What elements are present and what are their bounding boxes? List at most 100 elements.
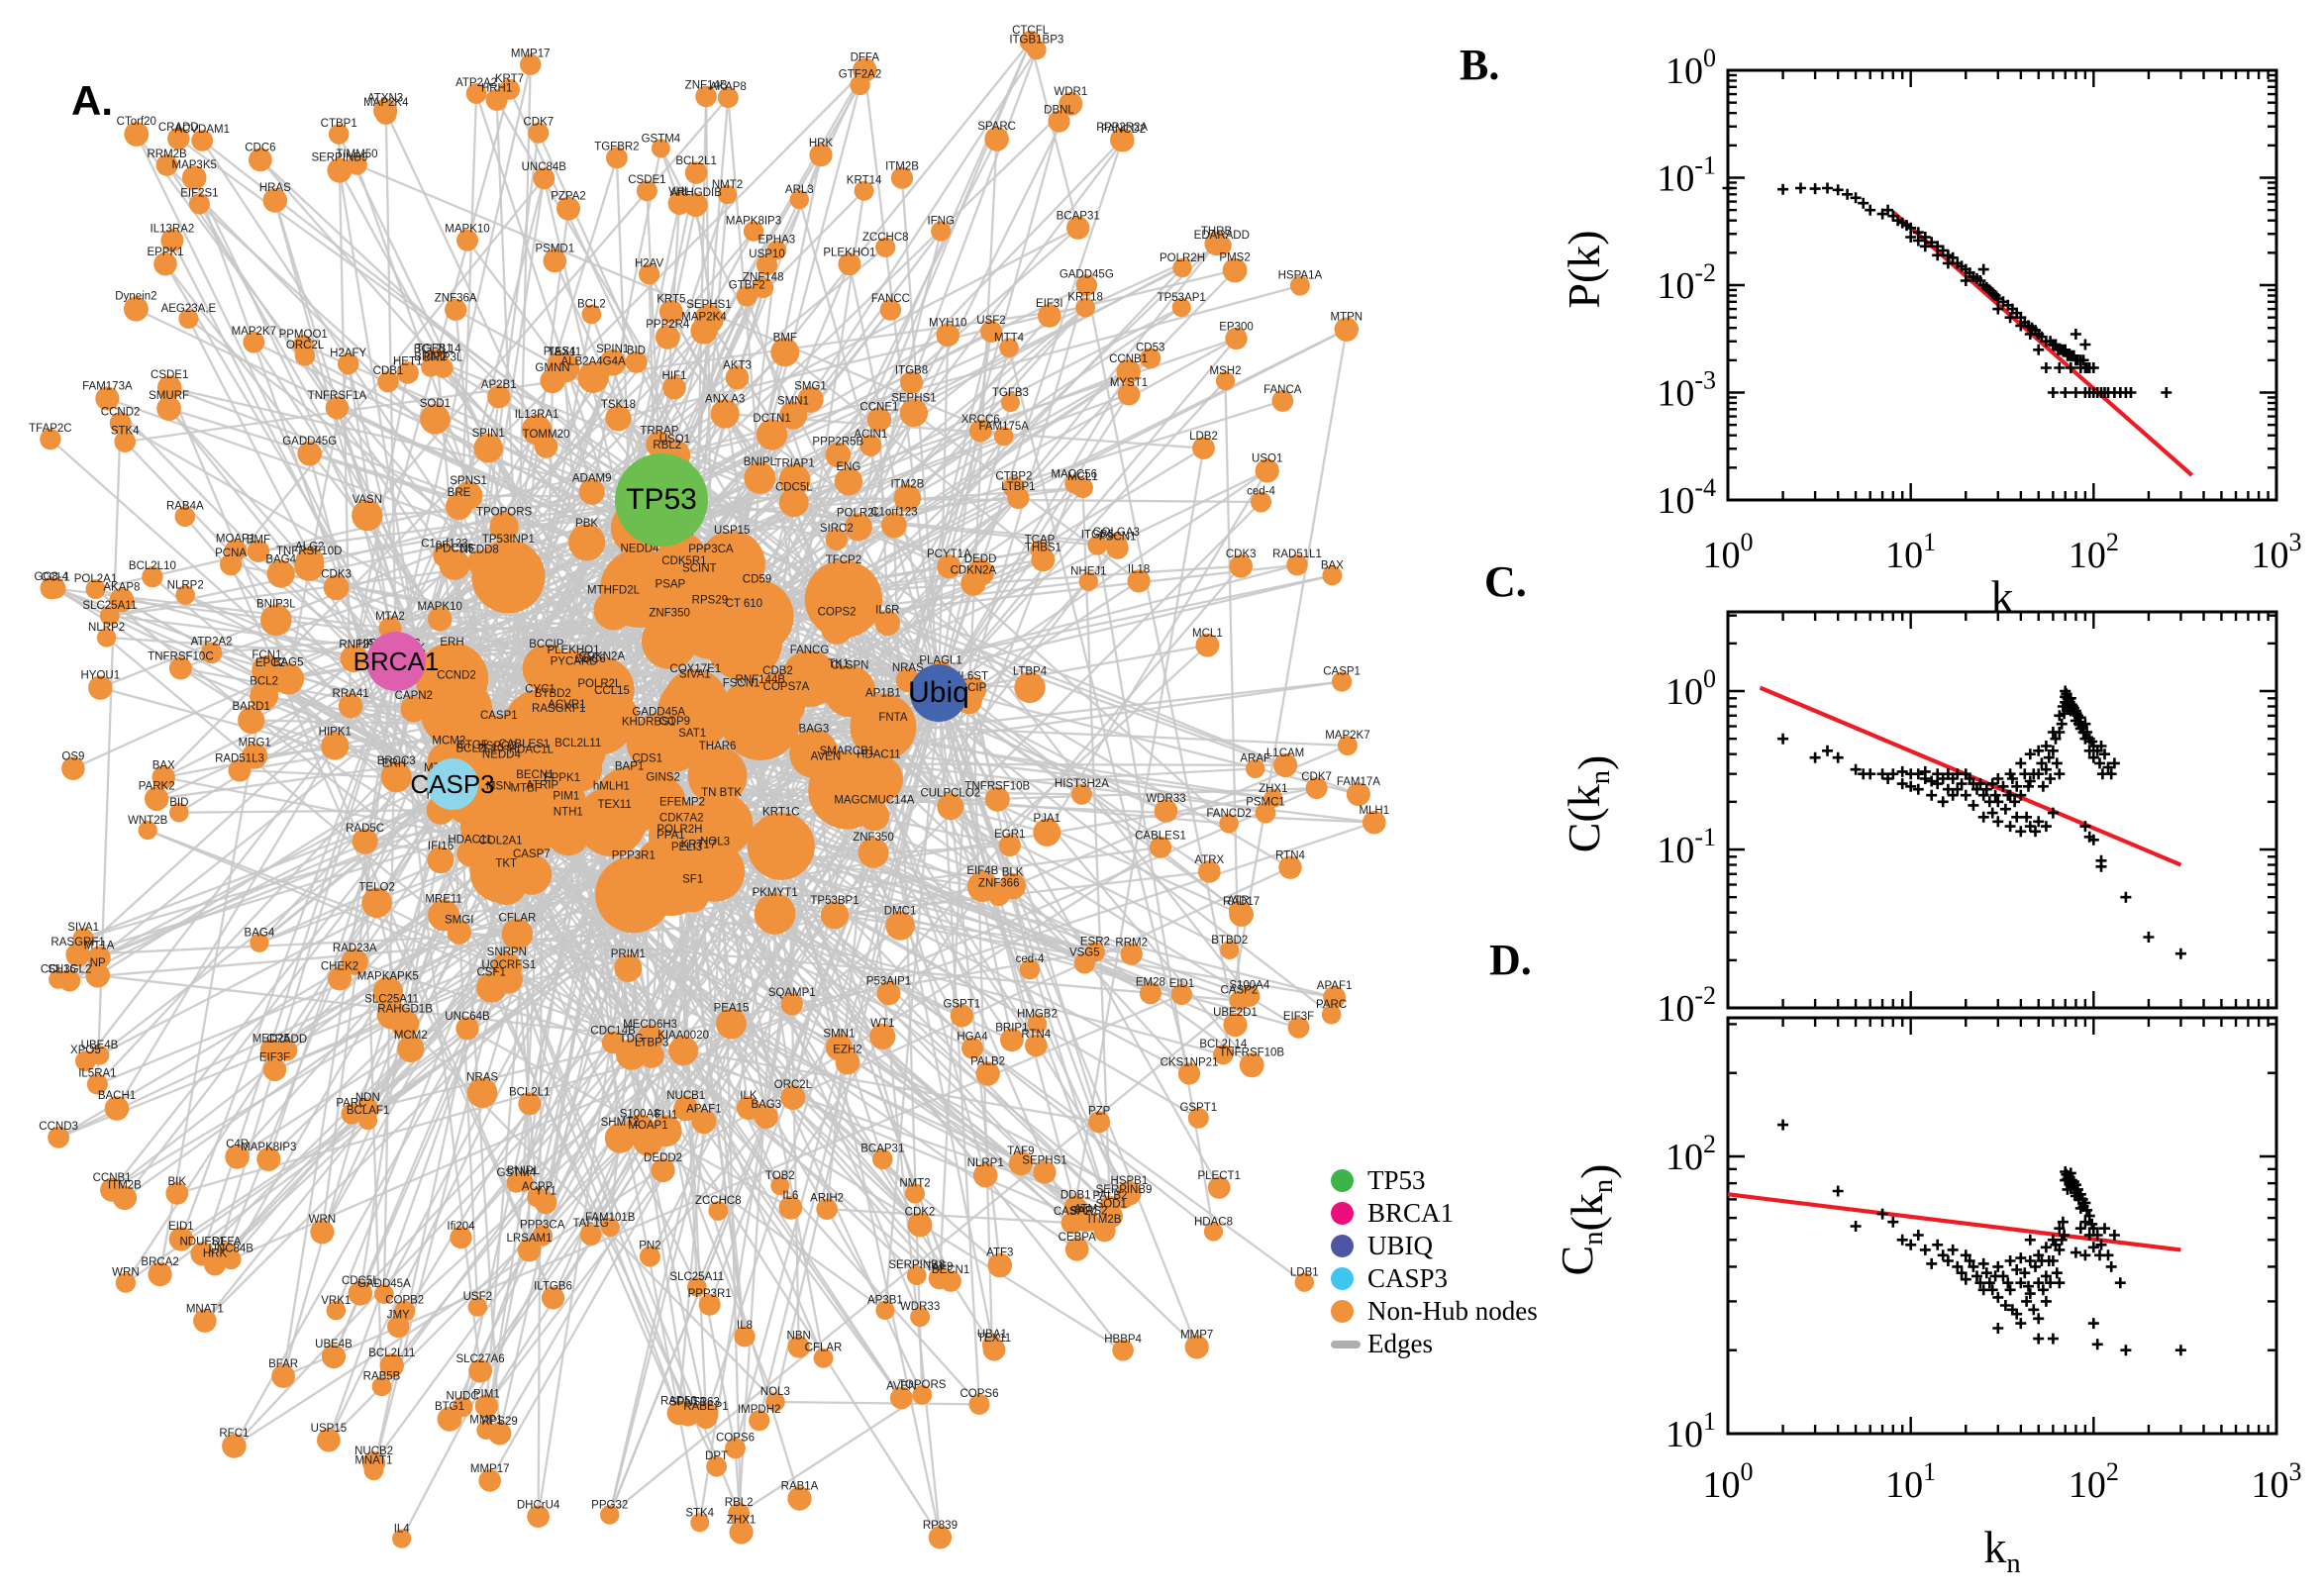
network-node-label: PMS2 [1219,252,1250,264]
network-node [1000,1028,1024,1052]
network-node-label: ITGB5 [1081,529,1114,541]
data-point [2057,1216,2069,1228]
network-node [396,361,419,384]
network-edge [111,499,662,1191]
network-edge [660,103,1072,501]
network-node [984,786,1010,812]
network-node-label: SLC27A6 [455,1353,504,1365]
network-node-label: EPPK1 [147,247,183,258]
network-node [787,1486,812,1511]
network-node [250,681,279,711]
data-point [2015,1318,2027,1330]
data-point [2004,1284,2016,1296]
network-node-label: CDKN2A [951,564,997,576]
network-node-label: MRG1 [239,738,271,749]
network-node-label: ATXN3 [367,92,403,104]
network-node [249,148,272,172]
network-node-label: WDR33 [1146,793,1185,805]
data-point [1926,789,1938,801]
network-node-label: CRADD [266,1034,307,1046]
data-point [1947,789,1959,801]
network-node [374,1284,394,1304]
network-node [99,606,120,626]
network-node-label: STK4 [111,425,140,437]
network-node-label: SHMT2 [601,1117,640,1129]
network-node [968,419,992,443]
network-node-label: ITM2B [885,161,919,173]
network-node-label: JMY [387,1310,410,1322]
network-node-label: NUCB1 [666,1090,705,1102]
network-node [651,1157,675,1183]
network-node-label: COL2A1 [478,836,522,848]
network-node [142,565,163,588]
tick-label: 102 [2069,528,2119,576]
network-node [578,478,605,505]
network-node-label: RAHGD1B [377,1004,433,1016]
network-node-label: MACC56 [1051,468,1097,480]
network-edge [937,692,1014,1041]
network-node [85,579,106,599]
network-node-label: BACH1 [98,1090,136,1102]
data-point [2024,1234,2036,1246]
network-node-label: TP53AP1 [1158,292,1206,304]
network-node [310,1220,335,1245]
network-node-label: IL13RA2 [151,223,195,235]
network-edge [791,950,1096,1006]
network-edge [442,367,676,748]
network-node [1075,274,1098,296]
network-node-label: USO1 [659,434,690,446]
node-swatch-icon [1331,1169,1354,1192]
network-node [649,584,692,628]
network-node [599,805,630,836]
data-point [2024,748,2036,760]
network-node-label: MAPK8IP3 [726,215,781,227]
network-node [341,948,368,975]
network-node [295,547,325,576]
data-point [2079,821,2091,833]
network-node-label: RABEP1 [683,1401,728,1413]
network-edge [105,637,460,934]
network-node [328,966,352,991]
network-node [717,184,738,205]
network-node [437,1406,462,1432]
legend-item: Non-Hub nodes [1331,1295,1538,1328]
network-node [361,887,392,919]
network-node [109,412,132,435]
network-node [889,1386,913,1410]
network-node [1033,1160,1057,1184]
network-node-label: NOL3 [760,1386,790,1398]
network-node [1271,390,1294,412]
network-node-label: ALG2 [295,541,324,552]
node-swatch-icon [1331,1300,1354,1323]
network-edge [230,787,1318,1260]
network-node [1120,943,1143,965]
network-node-label: EPC2 [255,657,285,669]
data-point [1912,783,1924,795]
tick-label: 10-3 [1657,366,1716,415]
network-node-label: S100A8 [620,1109,660,1121]
network-node-label: CCND2 [101,406,141,418]
network-node-label: EGR1 [994,829,1025,841]
data-point [1865,768,1876,780]
network-node-label: GSTM4 [642,133,681,145]
network-node-label: RBL2 [725,1497,754,1509]
network-node-label: SQAMP1 [768,987,816,999]
network-node [698,531,765,598]
data-point [1942,783,1954,795]
data-point [1926,775,1938,787]
network-edge [466,1027,791,1209]
data-point [2030,1260,2041,1272]
panel-c-label: C. [1484,557,1527,606]
network-node-label: CDK2 [905,1207,936,1219]
network-node [1033,818,1061,847]
network-node-label: ATRIP [526,779,558,791]
network-node-label: AVEN [886,1381,916,1393]
network-node-label: TNFRSF10C [148,651,213,663]
network-edge [541,685,840,1237]
network-node [910,1307,931,1328]
data-point [2011,780,2023,792]
data-point [2054,727,2066,738]
network-node [259,1039,283,1061]
network-node [88,675,113,700]
data-point [2040,1270,2052,1282]
